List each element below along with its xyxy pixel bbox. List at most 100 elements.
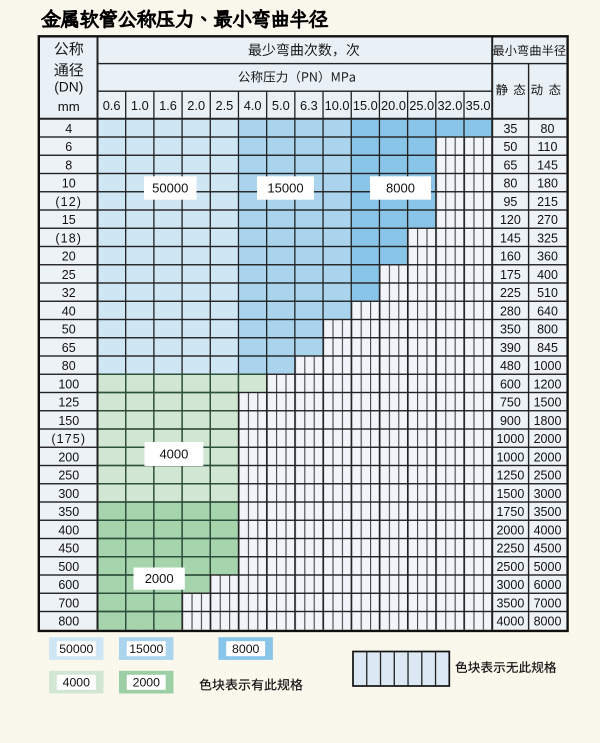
svg-text:280: 280 bbox=[500, 304, 521, 318]
svg-text:450: 450 bbox=[58, 542, 79, 556]
svg-text:5000: 5000 bbox=[534, 560, 562, 574]
svg-text:50: 50 bbox=[503, 140, 517, 154]
svg-text:700: 700 bbox=[58, 596, 79, 610]
svg-text:1250: 1250 bbox=[496, 469, 524, 483]
svg-text:300: 300 bbox=[58, 487, 79, 501]
svg-text:80: 80 bbox=[541, 122, 555, 136]
svg-text:50000: 50000 bbox=[59, 642, 93, 656]
svg-text:0.6: 0.6 bbox=[103, 98, 121, 113]
svg-text:4500: 4500 bbox=[534, 542, 562, 556]
svg-text:10.0: 10.0 bbox=[325, 98, 350, 113]
svg-text:6000: 6000 bbox=[534, 578, 562, 592]
svg-text:1.0: 1.0 bbox=[131, 98, 149, 113]
svg-text:40: 40 bbox=[62, 304, 76, 318]
svg-text:2.5: 2.5 bbox=[216, 98, 234, 113]
svg-text:1500: 1500 bbox=[534, 396, 562, 410]
svg-text:800: 800 bbox=[58, 615, 79, 629]
svg-text:(12): (12) bbox=[55, 195, 82, 209]
svg-text:8000: 8000 bbox=[534, 615, 562, 629]
svg-text:8000: 8000 bbox=[386, 181, 415, 196]
svg-text:640: 640 bbox=[537, 304, 558, 318]
svg-text:350: 350 bbox=[500, 323, 521, 337]
svg-text:325: 325 bbox=[537, 231, 558, 245]
svg-text:32.0: 32.0 bbox=[437, 98, 462, 113]
svg-text:6: 6 bbox=[65, 140, 72, 154]
svg-text:2000: 2000 bbox=[534, 432, 562, 446]
svg-text:4000: 4000 bbox=[159, 447, 188, 462]
svg-text:250: 250 bbox=[58, 469, 79, 483]
svg-text:110: 110 bbox=[538, 140, 558, 154]
svg-text:750: 750 bbox=[500, 396, 521, 410]
svg-text:270: 270 bbox=[537, 213, 558, 227]
svg-text:2000: 2000 bbox=[534, 450, 562, 464]
svg-text:225: 225 bbox=[500, 286, 521, 300]
svg-text:100: 100 bbox=[58, 377, 79, 391]
svg-text:(175): (175) bbox=[51, 432, 86, 446]
svg-text:50000: 50000 bbox=[152, 181, 188, 196]
svg-text:360: 360 bbox=[537, 250, 558, 264]
svg-text:15: 15 bbox=[62, 213, 76, 227]
svg-text:65: 65 bbox=[62, 341, 76, 355]
svg-text:mm: mm bbox=[58, 99, 80, 114]
svg-text:215: 215 bbox=[537, 195, 558, 209]
svg-text:1.6: 1.6 bbox=[159, 98, 177, 113]
svg-text:4: 4 bbox=[65, 122, 72, 136]
svg-text:2000: 2000 bbox=[133, 676, 161, 690]
svg-text:4000: 4000 bbox=[496, 615, 524, 629]
svg-text:600: 600 bbox=[500, 377, 521, 391]
svg-text:4.0: 4.0 bbox=[244, 98, 262, 113]
svg-text:145: 145 bbox=[537, 158, 558, 172]
svg-text:(18): (18) bbox=[55, 231, 82, 245]
svg-text:1000: 1000 bbox=[496, 432, 524, 446]
svg-text:120: 120 bbox=[500, 213, 521, 227]
svg-text:2000: 2000 bbox=[145, 571, 174, 586]
svg-text:25.0: 25.0 bbox=[409, 98, 434, 113]
svg-text:125: 125 bbox=[58, 396, 79, 410]
svg-text:7000: 7000 bbox=[534, 596, 562, 610]
svg-text:900: 900 bbox=[500, 414, 521, 428]
svg-text:2500: 2500 bbox=[496, 560, 524, 574]
svg-text:65: 65 bbox=[503, 158, 517, 172]
svg-text:4000: 4000 bbox=[534, 523, 562, 537]
svg-text:160: 160 bbox=[500, 250, 521, 264]
svg-text:800: 800 bbox=[537, 323, 558, 337]
svg-text:1750: 1750 bbox=[496, 505, 524, 519]
svg-text:350: 350 bbox=[58, 505, 79, 519]
svg-text:20.0: 20.0 bbox=[381, 98, 406, 113]
svg-text:8000: 8000 bbox=[232, 642, 260, 656]
svg-text:175: 175 bbox=[500, 268, 521, 282]
svg-text:32: 32 bbox=[62, 286, 76, 300]
svg-text:4000: 4000 bbox=[63, 676, 91, 690]
svg-text:95: 95 bbox=[503, 195, 517, 209]
svg-text:500: 500 bbox=[58, 560, 79, 574]
svg-text:10: 10 bbox=[62, 177, 76, 191]
svg-text:80: 80 bbox=[62, 359, 76, 373]
svg-text:1000: 1000 bbox=[534, 359, 562, 373]
svg-text:8: 8 bbox=[65, 158, 72, 172]
svg-text:480: 480 bbox=[500, 359, 521, 373]
svg-text:3000: 3000 bbox=[534, 487, 562, 501]
svg-text:25: 25 bbox=[62, 268, 76, 282]
svg-text:2000: 2000 bbox=[496, 523, 524, 537]
svg-text:1200: 1200 bbox=[534, 377, 562, 391]
svg-text:400: 400 bbox=[58, 523, 79, 537]
svg-text:(DN): (DN) bbox=[54, 80, 83, 95]
svg-text:35.0: 35.0 bbox=[466, 98, 491, 113]
svg-text:3500: 3500 bbox=[496, 596, 524, 610]
svg-text:400: 400 bbox=[537, 268, 558, 282]
svg-text:3000: 3000 bbox=[496, 578, 524, 592]
svg-text:600: 600 bbox=[58, 578, 79, 592]
svg-text:180: 180 bbox=[537, 177, 558, 191]
svg-text:145: 145 bbox=[500, 231, 521, 245]
svg-text:3500: 3500 bbox=[534, 505, 562, 519]
svg-text:1500: 1500 bbox=[496, 487, 524, 501]
svg-text:200: 200 bbox=[58, 450, 79, 464]
svg-text:1000: 1000 bbox=[496, 450, 524, 464]
svg-text:15.0: 15.0 bbox=[353, 98, 378, 113]
svg-text:6.3: 6.3 bbox=[300, 98, 318, 113]
svg-text:1800: 1800 bbox=[534, 414, 562, 428]
svg-text:2500: 2500 bbox=[534, 469, 562, 483]
svg-text:2.0: 2.0 bbox=[187, 98, 205, 113]
svg-text:35: 35 bbox=[503, 122, 517, 136]
svg-text:5.0: 5.0 bbox=[272, 98, 290, 113]
